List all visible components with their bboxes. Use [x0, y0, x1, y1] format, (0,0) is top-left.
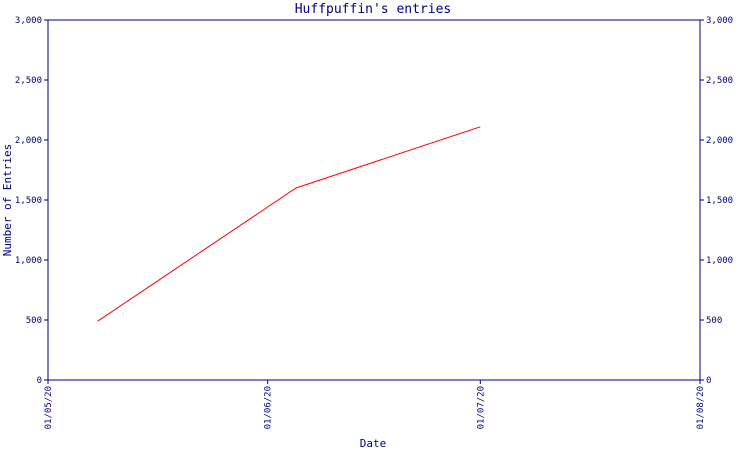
y-tick-label-right: 1,000	[706, 256, 733, 266]
chart-title: Huffpuffin's entries	[295, 2, 452, 17]
x-tick-label: 01/07/20	[476, 386, 486, 429]
y-tick-label-right: 500	[706, 316, 722, 326]
left-y-axis: 0 500 1,000 1,500 2,000 2,500 3,000	[15, 16, 48, 386]
x-axis: 01/05/20 01/06/20 01/07/20 01/08/20	[44, 380, 706, 429]
y-tick-label-left: 1,500	[15, 196, 42, 206]
y-tick-label-left: 500	[26, 316, 42, 326]
x-axis-title: Date	[360, 437, 387, 450]
y-tick-label-right: 1,500	[706, 196, 733, 206]
y-tick-label-right: 2,000	[706, 136, 733, 146]
y-axis-title: Number of Entries	[1, 144, 14, 257]
y-tick-label-left: 2,500	[15, 76, 42, 86]
x-tick-label: 01/06/20	[264, 386, 274, 429]
y-tick-label-right: 2,500	[706, 76, 733, 86]
y-tick-label-left: 3,000	[15, 16, 42, 26]
series-line	[97, 126, 481, 322]
series-line-group	[97, 126, 481, 322]
plot-border	[47, 19, 701, 381]
y-tick-label-right: 3,000	[706, 16, 733, 26]
x-tick-label: 01/08/20	[696, 386, 706, 429]
x-tick-label: 01/05/20	[44, 386, 54, 429]
y-tick-label-right: 0	[706, 376, 711, 386]
y-tick-label-left: 1,000	[15, 256, 42, 266]
plot-frame	[47, 19, 701, 381]
right-y-axis: 0 500 1,000 1,500 2,000 2,500 3,000	[700, 16, 733, 386]
y-tick-label-left: 2,000	[15, 136, 42, 146]
y-tick-label-left: 0	[37, 376, 42, 386]
